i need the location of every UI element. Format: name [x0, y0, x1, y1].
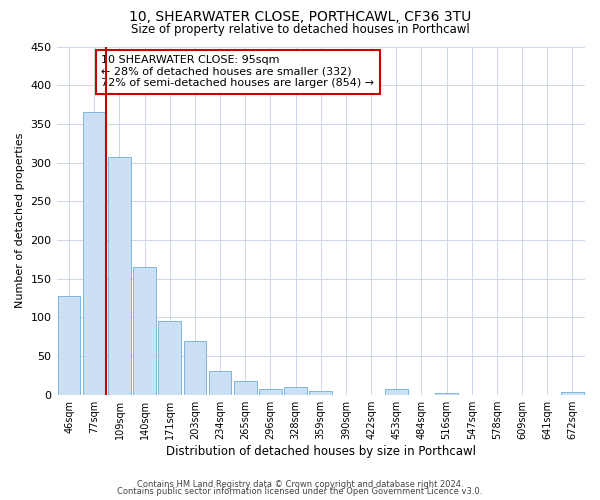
- Bar: [209, 372, 232, 394]
- Bar: [310, 391, 332, 394]
- Text: 10, SHEARWATER CLOSE, PORTHCAWL, CF36 3TU: 10, SHEARWATER CLOSE, PORTHCAWL, CF36 3T…: [129, 10, 471, 24]
- Bar: [561, 392, 584, 394]
- Text: Size of property relative to detached houses in Porthcawl: Size of property relative to detached ho…: [131, 22, 469, 36]
- Bar: [184, 340, 206, 394]
- Bar: [385, 390, 407, 394]
- Text: Contains HM Land Registry data © Crown copyright and database right 2024.: Contains HM Land Registry data © Crown c…: [137, 480, 463, 489]
- Bar: [284, 387, 307, 394]
- Text: 10 SHEARWATER CLOSE: 95sqm
← 28% of detached houses are smaller (332)
72% of sem: 10 SHEARWATER CLOSE: 95sqm ← 28% of deta…: [101, 55, 374, 88]
- Bar: [83, 112, 106, 394]
- Bar: [108, 157, 131, 394]
- Bar: [259, 388, 282, 394]
- Bar: [234, 381, 257, 394]
- Text: Contains public sector information licensed under the Open Government Licence v3: Contains public sector information licen…: [118, 487, 482, 496]
- Bar: [133, 267, 156, 394]
- Bar: [58, 296, 80, 394]
- Bar: [435, 393, 458, 394]
- Bar: [158, 321, 181, 394]
- X-axis label: Distribution of detached houses by size in Porthcawl: Distribution of detached houses by size …: [166, 444, 476, 458]
- Y-axis label: Number of detached properties: Number of detached properties: [15, 133, 25, 308]
